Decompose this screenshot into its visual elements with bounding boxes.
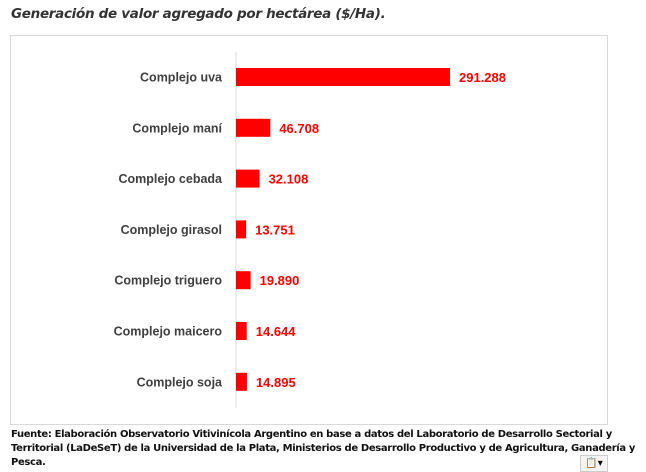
- data-label: 14.895: [256, 375, 296, 390]
- category-label: Complejo triguero: [114, 274, 222, 288]
- bar: [236, 372, 247, 391]
- category-label: Complejo soja: [137, 375, 223, 389]
- category-label: Complejo girasol: [121, 223, 222, 237]
- category-label: Complejo uva: [140, 71, 223, 85]
- category-label: Complejo cebada: [119, 172, 224, 186]
- chart-title: Generación de valor agregado por hectáre…: [11, 6, 386, 22]
- data-label: 291.288: [459, 70, 506, 85]
- category-label: Complejo maicero: [114, 325, 223, 339]
- category-label: Complejo maní: [132, 121, 222, 135]
- data-label: 46.708: [279, 121, 319, 136]
- bar: [236, 68, 450, 86]
- source-note: Fuente: Elaboración Observatorio Vitivin…: [11, 429, 636, 468]
- chart-area: [10, 35, 608, 425]
- data-label: 32.108: [269, 172, 309, 187]
- bar: [236, 118, 271, 137]
- bar: [236, 169, 260, 188]
- bar: [236, 271, 251, 290]
- data-label: 19.890: [260, 273, 300, 288]
- bar: [236, 322, 247, 340]
- bar: [236, 220, 247, 239]
- data-label: 13.751: [255, 222, 295, 237]
- clipboard-icon[interactable]: 📋▾: [580, 455, 608, 472]
- data-label: 14.644: [256, 324, 297, 339]
